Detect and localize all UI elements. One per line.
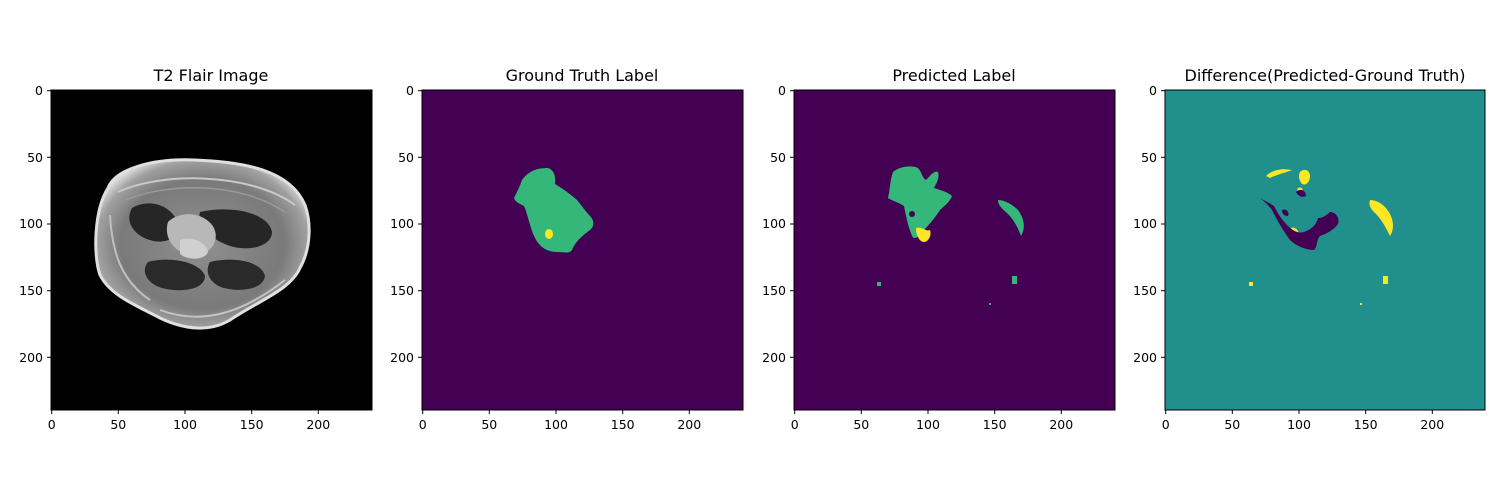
tumor-hole — [909, 211, 915, 217]
over-predicted-region — [1369, 200, 1393, 236]
under-predicted-region — [1296, 189, 1306, 197]
panel-title: T2 Flair Image — [153, 66, 269, 85]
ground-truth-mask — [422, 90, 743, 410]
x-axis: 0 50 100 150 200 — [419, 410, 701, 432]
tumor-core — [916, 227, 931, 242]
x-tick-label: 50 — [110, 417, 126, 432]
axes-frame — [50, 89, 373, 411]
x-tick-label: 150 — [983, 417, 1007, 432]
x-tick-label: 200 — [306, 417, 330, 432]
x-tick-label: 150 — [1354, 417, 1378, 432]
y-tick-label: 200 — [1133, 350, 1157, 365]
x-tick-label: 100 — [173, 417, 197, 432]
panel-title: Predicted Label — [892, 66, 1015, 85]
mri-image — [51, 90, 372, 410]
y-tick-label: 0 — [1149, 83, 1157, 98]
x-axis: 0 50 100 150 200 — [791, 410, 1073, 432]
panel-ground-truth: Ground Truth Label 0 50 100 150 200 0 — [390, 66, 744, 432]
x-tick-label: 100 — [1287, 417, 1311, 432]
x-tick-label: 50 — [853, 417, 869, 432]
y-tick-label: 200 — [762, 350, 786, 365]
false-positive-arc — [998, 200, 1024, 236]
over-predicted-region — [1266, 169, 1292, 178]
x-tick-label: 50 — [1224, 417, 1240, 432]
panel-title: Ground Truth Label — [506, 66, 659, 85]
x-axis: 0 50 100 150 200 — [48, 410, 330, 432]
over-predicted-region — [1360, 303, 1362, 305]
y-tick-label: 50 — [398, 150, 414, 165]
y-tick-label: 200 — [19, 350, 43, 365]
panel-t2-flair: T2 Flair Image 0 — [19, 66, 373, 432]
y-tick-label: 50 — [27, 150, 43, 165]
panel-predicted: Predicted Label 0 50 100 150 200 — [762, 66, 1116, 432]
y-tick-label: 150 — [390, 283, 414, 298]
x-tick-label: 0 — [419, 417, 427, 432]
panel-difference: Difference(Predicted-Ground Truth) 0 — [1133, 66, 1486, 432]
x-tick-label: 150 — [240, 417, 264, 432]
y-tick-label: 100 — [762, 216, 786, 231]
y-tick-label: 150 — [762, 283, 786, 298]
y-tick-label: 50 — [770, 150, 786, 165]
x-tick-label: 100 — [544, 417, 568, 432]
predicted-mask — [794, 90, 1115, 410]
x-tick-label: 0 — [1162, 417, 1170, 432]
y-axis: 0 50 100 150 200 — [19, 83, 51, 365]
difference-map — [1165, 90, 1485, 410]
under-predicted-region — [1282, 209, 1289, 216]
y-tick-label: 0 — [406, 83, 414, 98]
x-tick-label: 0 — [791, 417, 799, 432]
tumor-region — [514, 168, 594, 253]
x-tick-label: 150 — [611, 417, 635, 432]
over-predicted-region — [1298, 169, 1310, 185]
axes-frame — [421, 89, 744, 411]
panel-title: Difference(Predicted-Ground Truth) — [1185, 66, 1466, 85]
y-tick-label: 50 — [1141, 150, 1157, 165]
tumor-region — [888, 166, 952, 239]
y-tick-label: 150 — [19, 283, 43, 298]
y-tick-label: 200 — [390, 350, 414, 365]
x-tick-label: 200 — [1049, 417, 1073, 432]
x-tick-label: 200 — [1420, 417, 1444, 432]
y-axis: 0 50 100 150 200 — [390, 83, 422, 365]
axes-frame — [793, 89, 1116, 411]
x-tick-label: 200 — [677, 417, 701, 432]
y-axis: 0 50 100 150 200 — [762, 83, 794, 365]
y-tick-label: 150 — [1133, 283, 1157, 298]
x-tick-label: 50 — [481, 417, 497, 432]
false-positive-spot — [989, 303, 991, 305]
y-axis: 0 50 100 150 200 — [1133, 83, 1165, 365]
false-positive-spot — [1012, 276, 1017, 284]
false-positive-spot — [877, 282, 881, 286]
y-tick-label: 0 — [35, 83, 43, 98]
x-axis: 0 50 100 150 200 — [1162, 410, 1444, 432]
over-predicted-region — [1383, 276, 1388, 284]
y-tick-label: 100 — [1133, 216, 1157, 231]
over-predicted-region — [1249, 282, 1253, 286]
y-tick-label: 100 — [390, 216, 414, 231]
x-tick-label: 100 — [916, 417, 940, 432]
y-tick-label: 100 — [19, 216, 43, 231]
axes-frame — [1164, 89, 1486, 411]
tumor-core — [545, 229, 553, 239]
under-predicted-region — [1258, 196, 1339, 250]
y-tick-label: 0 — [778, 83, 786, 98]
x-tick-label: 0 — [48, 417, 56, 432]
